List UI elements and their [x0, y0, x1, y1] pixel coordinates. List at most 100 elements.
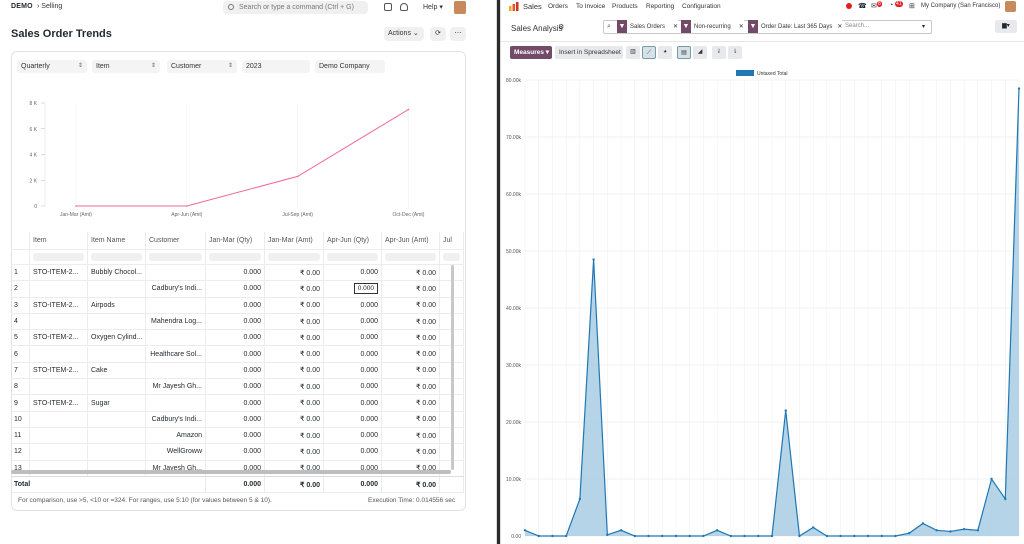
- table-cell[interactable]: ₹ 0.00: [265, 444, 324, 460]
- table-cell[interactable]: [440, 330, 464, 346]
- close-icon[interactable]: ✕: [673, 24, 679, 30]
- column-header[interactable]: Jul: [440, 232, 464, 249]
- table-cell[interactable]: ₹ 0.00: [382, 428, 440, 444]
- table-cell[interactable]: ₹ 0.00: [382, 265, 440, 281]
- table-cell[interactable]: [88, 313, 146, 330]
- table-cell[interactable]: [440, 411, 464, 427]
- help-menu[interactable]: Help ▾: [423, 4, 443, 11]
- table-cell[interactable]: ₹ 0.00: [382, 313, 440, 330]
- table-cell[interactable]: Mr Jayesh Gh...: [146, 379, 206, 395]
- table-cell[interactable]: 0.000: [206, 444, 265, 460]
- table-cell[interactable]: Healthcare Sol...: [146, 346, 206, 362]
- table-cell[interactable]: STO-ITEM-2...: [30, 297, 88, 313]
- close-icon[interactable]: ✕: [738, 24, 744, 30]
- table-cell[interactable]: [30, 428, 88, 444]
- sort-ascending-icon[interactable]: ⇂: [728, 46, 742, 59]
- line-chart-icon[interactable]: ⟋: [642, 46, 656, 59]
- table-cell[interactable]: ₹ 0.00: [265, 395, 324, 411]
- column-filter[interactable]: [146, 250, 206, 264]
- table-cell[interactable]: [440, 379, 464, 395]
- filter-input[interactable]: [443, 253, 460, 261]
- table-cell[interactable]: 0.000: [324, 313, 382, 330]
- table-cell[interactable]: WellGroww: [146, 444, 206, 460]
- table-cell[interactable]: 0.000: [324, 330, 382, 346]
- table-cell[interactable]: ₹ 0.00: [382, 330, 440, 346]
- column-filter[interactable]: [440, 250, 464, 264]
- facet-non-recurring[interactable]: ▼ Non-recurring ✕: [681, 20, 744, 33]
- table-cell[interactable]: [440, 265, 464, 281]
- actions-button[interactable]: Actions ⌄: [384, 27, 424, 41]
- bar-chart-icon[interactable]: ▥: [626, 46, 640, 59]
- table-cell[interactable]: ₹ 0.00: [265, 411, 324, 427]
- table-cell[interactable]: 0.000: [324, 346, 382, 362]
- sort-descending-icon[interactable]: ⇃: [712, 46, 726, 59]
- table-cell[interactable]: 0.000: [324, 395, 382, 411]
- filter-company[interactable]: Demo Company: [315, 60, 385, 73]
- column-filter[interactable]: [324, 250, 382, 264]
- table-cell[interactable]: STO-ITEM-2...: [30, 330, 88, 346]
- table-cell[interactable]: [30, 444, 88, 460]
- table-cell[interactable]: [30, 411, 88, 427]
- column-filter[interactable]: [265, 250, 324, 264]
- table-cell[interactable]: [440, 395, 464, 411]
- table-cell[interactable]: [146, 362, 206, 379]
- table-cell[interactable]: 0.000: [324, 428, 382, 444]
- user-avatar[interactable]: [1005, 1, 1016, 12]
- table-cell[interactable]: 0.000: [324, 411, 382, 427]
- vertical-scrollbar[interactable]: [451, 265, 454, 470]
- table-cell[interactable]: ₹ 0.00: [265, 379, 324, 395]
- notification-bell-icon[interactable]: [400, 3, 408, 11]
- table-cell[interactable]: 0.000: [324, 297, 382, 313]
- record-icon[interactable]: [846, 3, 852, 9]
- table-cell[interactable]: ₹ 0.00: [382, 444, 440, 460]
- table-cell[interactable]: [88, 444, 146, 460]
- table-cell[interactable]: ₹ 0.00: [265, 362, 324, 379]
- messages-icon[interactable]: ✉: [871, 3, 877, 10]
- table-cell[interactable]: 0.000: [206, 362, 265, 379]
- table-cell[interactable]: 0.000: [206, 460, 265, 476]
- table-cell[interactable]: [146, 297, 206, 313]
- table-cell[interactable]: 0.000: [206, 346, 265, 362]
- menu-to-invoice[interactable]: To Invoice: [576, 3, 606, 10]
- table-cell[interactable]: [88, 428, 146, 444]
- table-cell[interactable]: ₹ 0.00: [382, 395, 440, 411]
- breadcrumb-selling[interactable]: Selling: [41, 3, 63, 10]
- menu-configuration[interactable]: Configuration: [682, 3, 721, 10]
- company-name[interactable]: My Company (San Francisco): [921, 3, 1001, 9]
- filter-range[interactable]: Quarterly ⇕: [17, 60, 87, 73]
- settings-gear-icon[interactable]: ⚙: [558, 24, 565, 31]
- filter-input[interactable]: [33, 253, 84, 261]
- more-menu-icon[interactable]: ⋯: [450, 27, 466, 41]
- window-divider[interactable]: [497, 0, 500, 544]
- table-cell[interactable]: ₹ 0.00: [265, 428, 324, 444]
- table-cell[interactable]: ₹ 0.00: [382, 460, 440, 476]
- table-cell[interactable]: 0.000: [324, 460, 382, 476]
- table-cell[interactable]: [88, 460, 146, 476]
- cell-editor[interactable]: 0.000: [353, 283, 378, 295]
- table-cell[interactable]: ₹ 0.00: [382, 297, 440, 313]
- table-cell[interactable]: Oxygen Cylind...: [88, 330, 146, 346]
- table-cell[interactable]: [30, 313, 88, 330]
- table-cell[interactable]: 0.000: [206, 330, 265, 346]
- filter-input[interactable]: [149, 253, 202, 261]
- search-toggle-icon[interactable]: ▾: [922, 24, 926, 30]
- table-cell[interactable]: [146, 395, 206, 411]
- column-filter[interactable]: [88, 250, 146, 264]
- table-cell[interactable]: Mr Jayesh Gh...: [146, 460, 206, 476]
- column-header[interactable]: Item Name: [88, 232, 146, 249]
- menu-products[interactable]: Products: [612, 3, 638, 10]
- table-cell[interactable]: [30, 281, 88, 297]
- company-switch-icon[interactable]: ⊞: [909, 3, 915, 10]
- filter-input[interactable]: [91, 253, 142, 261]
- table-cell[interactable]: 0.000: [206, 379, 265, 395]
- table-cell[interactable]: ₹ 0.00: [265, 330, 324, 346]
- view-switcher-graph-icon[interactable]: ▆▾: [995, 20, 1017, 33]
- table-cell[interactable]: [30, 460, 88, 476]
- app-name[interactable]: Sales: [523, 2, 542, 11]
- user-avatar[interactable]: [454, 1, 466, 14]
- cumulative-icon[interactable]: ◢: [693, 46, 707, 59]
- horizontal-scrollbar[interactable]: [11, 470, 451, 474]
- table-cell[interactable]: ₹ 0.00: [382, 362, 440, 379]
- chat-icon[interactable]: [384, 3, 392, 11]
- filter-input[interactable]: [268, 253, 320, 261]
